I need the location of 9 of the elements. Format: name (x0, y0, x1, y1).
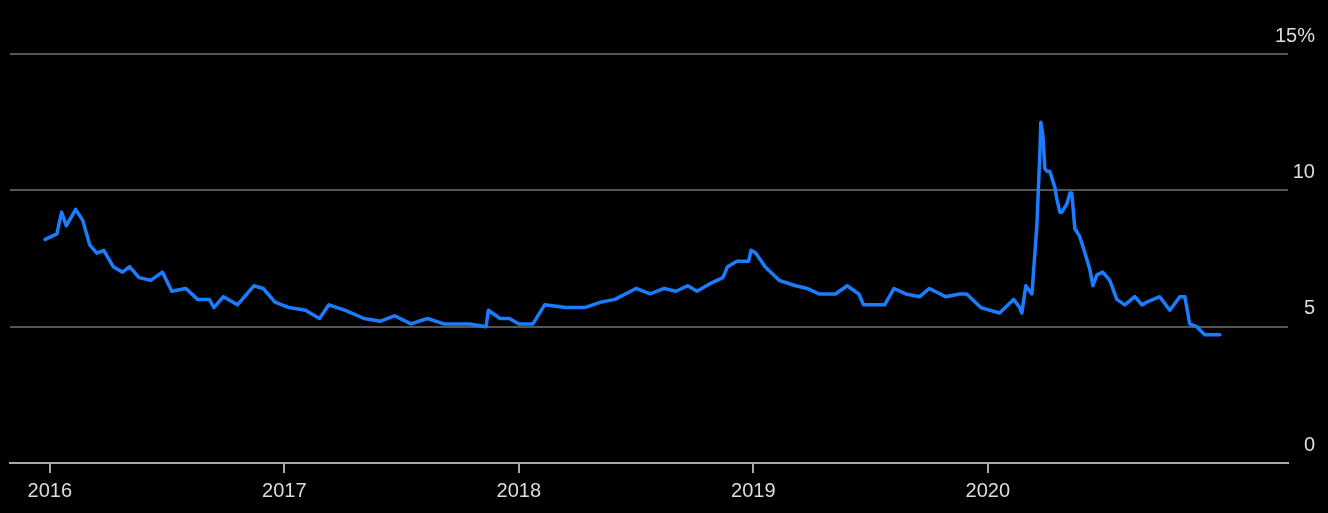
x-tick-label: 2019 (731, 478, 776, 501)
x-tick-label: 2017 (262, 478, 307, 501)
x-tick-label: 2016 (27, 478, 73, 501)
x-tick-label: 2018 (496, 478, 542, 501)
x-tick-label: 2020 (965, 478, 1011, 501)
y-tick-label: 10 (1292, 159, 1315, 182)
y-tick-label: 15% (1274, 23, 1316, 46)
y-tick-label: 0 (1303, 432, 1315, 455)
y-tick-label: 5 (1303, 296, 1315, 319)
